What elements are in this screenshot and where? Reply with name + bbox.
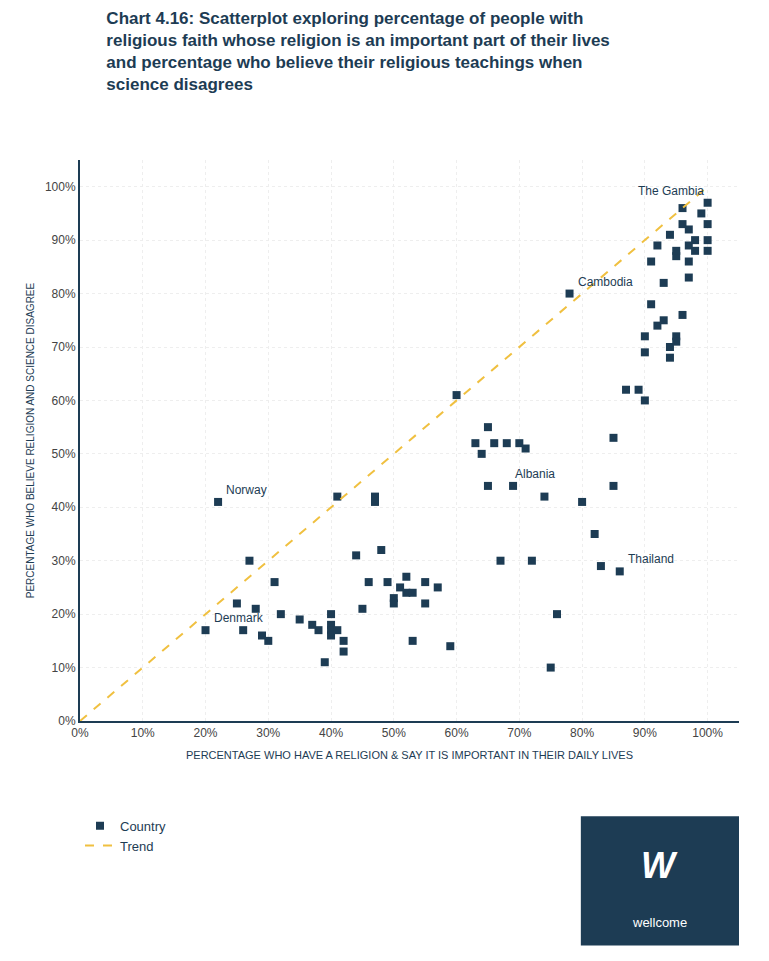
svg-text:Albania: Albania [515, 467, 555, 481]
svg-text:wellcome: wellcome [632, 915, 687, 930]
svg-text:10%: 10% [131, 726, 155, 740]
svg-text:80%: 80% [570, 726, 594, 740]
svg-text:Trend: Trend [120, 839, 153, 854]
svg-text:Denmark: Denmark [214, 611, 264, 625]
svg-text:70%: 70% [52, 340, 76, 354]
svg-text:40%: 40% [52, 500, 76, 514]
svg-text:30%: 30% [256, 726, 280, 740]
svg-text:50%: 50% [52, 447, 76, 461]
svg-text:Cambodia: Cambodia [578, 275, 633, 289]
svg-text:30%: 30% [52, 554, 76, 568]
svg-text:PERCENTAGE WHO HAVE A RELIGION: PERCENTAGE WHO HAVE A RELIGION & SAY IT … [186, 749, 633, 761]
svg-text:PERCENTAGE WHO BELIEVE RELIGIO: PERCENTAGE WHO BELIEVE RELIGION AND SCIE… [25, 282, 36, 598]
svg-text:Thailand: Thailand [628, 552, 674, 566]
svg-text:0%: 0% [58, 714, 76, 728]
svg-text:50%: 50% [382, 726, 406, 740]
svg-text:W: W [641, 845, 678, 886]
svg-text:100%: 100% [692, 726, 723, 740]
svg-text:80%: 80% [52, 287, 76, 301]
svg-text:20%: 20% [194, 726, 218, 740]
svg-text:0%: 0% [71, 726, 89, 740]
svg-text:Country: Country [120, 819, 166, 834]
svg-text:90%: 90% [52, 233, 76, 247]
svg-text:60%: 60% [445, 726, 469, 740]
svg-text:Norway: Norway [226, 483, 267, 497]
svg-text:10%: 10% [52, 661, 76, 675]
svg-text:70%: 70% [507, 726, 531, 740]
svg-text:100%: 100% [45, 180, 76, 194]
svg-text:40%: 40% [319, 726, 343, 740]
svg-text:20%: 20% [52, 607, 76, 621]
svg-text:Chart 4.16: Scatterplot explor: Chart 4.16: Scatterplot exploring percen… [106, 9, 609, 94]
svg-text:The Gambia: The Gambia [638, 184, 704, 198]
svg-text:60%: 60% [52, 394, 76, 408]
svg-text:90%: 90% [633, 726, 657, 740]
